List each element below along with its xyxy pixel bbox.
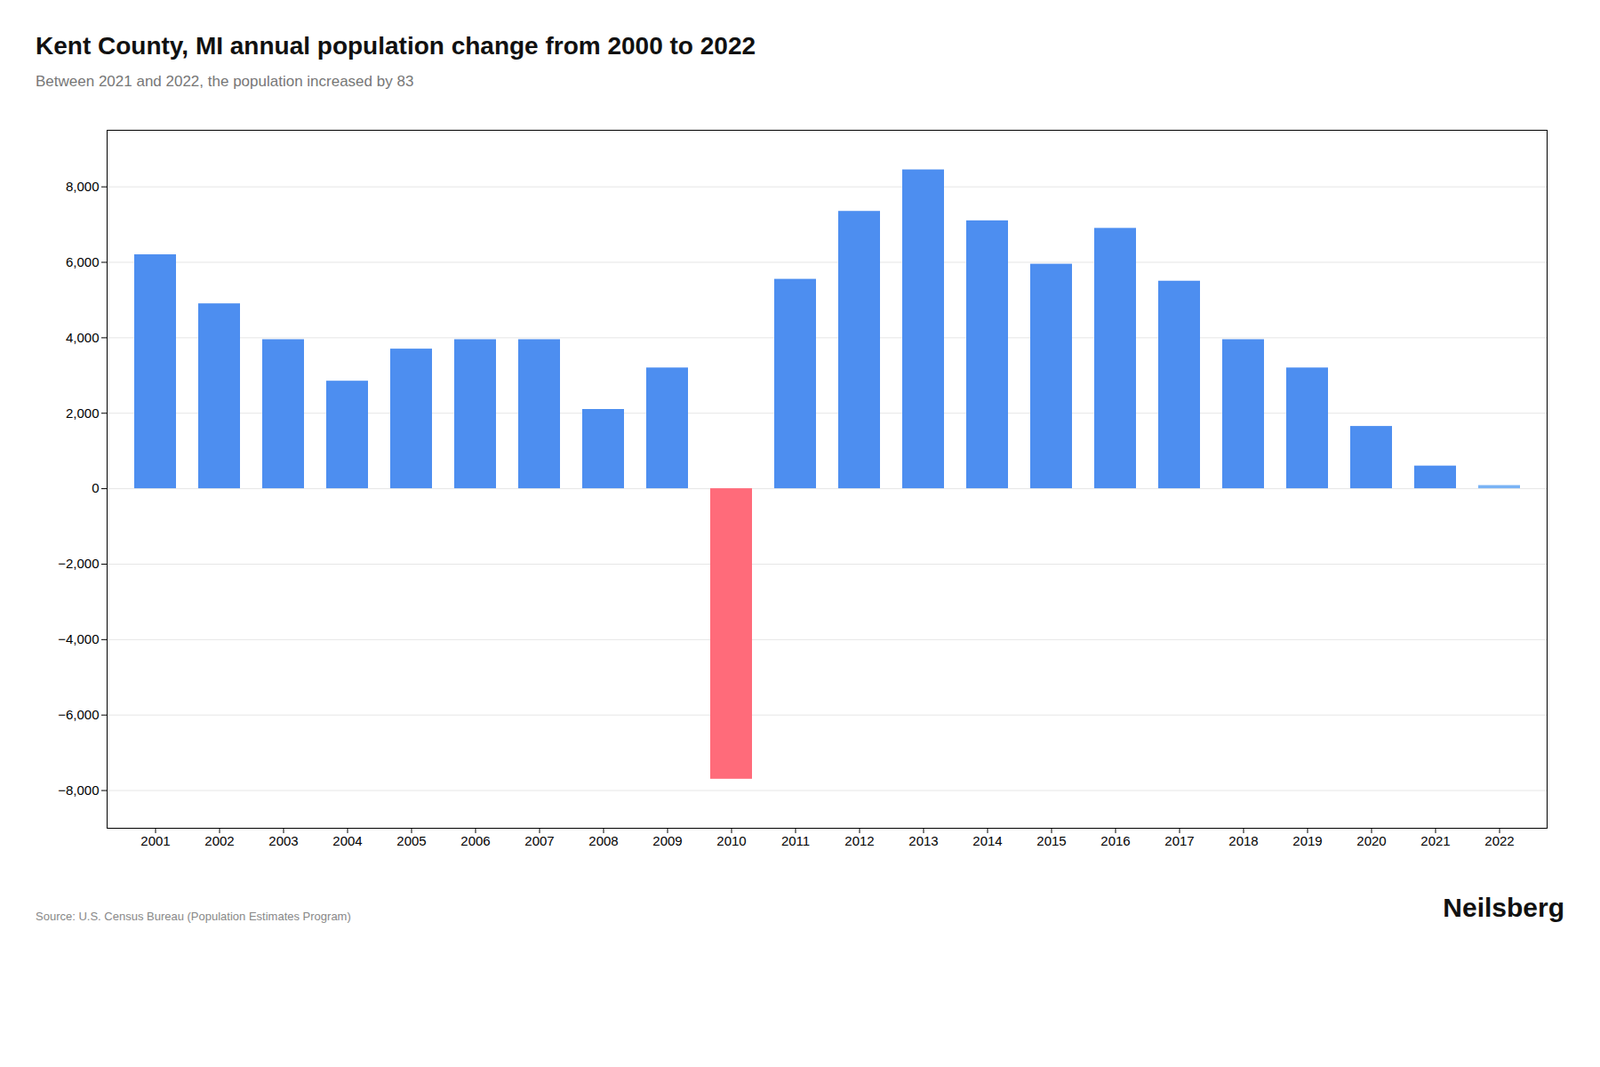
- svg-text:−8,000: −8,000: [57, 782, 99, 798]
- svg-text:2021: 2021: [1420, 832, 1450, 848]
- html-text:Kent County, MI annual populat: Kent County, MI annual population change…: [35, 32, 756, 60]
- svg-text:2018: 2018: [1228, 832, 1258, 848]
- html-text:Between 2021 and 2022, the pop: Between 2021 and 2022, the population in…: [35, 72, 414, 90]
- svg-text:2001: 2001: [140, 832, 170, 848]
- svg-text:2022: 2022: [1484, 832, 1514, 848]
- svg-text:2003: 2003: [268, 832, 298, 848]
- html-text:Neilsberg: Neilsberg: [1442, 892, 1565, 922]
- svg-text:2004: 2004: [332, 832, 362, 848]
- svg-text:2,000: 2,000: [65, 405, 100, 421]
- svg-text:2010: 2010: [716, 832, 746, 848]
- svg-text:2016: 2016: [1100, 832, 1130, 848]
- svg-text:−6,000: −6,000: [57, 706, 99, 722]
- svg-text:2007: 2007: [524, 832, 554, 848]
- svg-text:8,000: 8,000: [65, 178, 100, 194]
- svg-text:2015: 2015: [1036, 832, 1066, 848]
- svg-text:6,000: 6,000: [65, 254, 100, 270]
- svg-text:2014: 2014: [972, 832, 1002, 848]
- svg-text:2017: 2017: [1164, 832, 1194, 848]
- svg-text:2019: 2019: [1292, 832, 1322, 848]
- svg-text:2002: 2002: [204, 832, 234, 848]
- svg-text:2005: 2005: [396, 832, 426, 848]
- svg-text:2013: 2013: [908, 832, 938, 848]
- svg-text:2020: 2020: [1356, 832, 1386, 848]
- svg-text:2009: 2009: [652, 832, 682, 848]
- svg-text:2011: 2011: [781, 832, 810, 848]
- svg-text:2012: 2012: [844, 832, 874, 848]
- svg-text:2006: 2006: [460, 832, 490, 848]
- svg-text:4,000: 4,000: [65, 329, 100, 345]
- svg-text:−4,000: −4,000: [57, 631, 99, 647]
- svg-text:0: 0: [91, 480, 99, 496]
- svg-text:−2,000: −2,000: [57, 555, 99, 571]
- svg-text:2008: 2008: [588, 832, 618, 848]
- html-text:Source: U.S. Census Bureau (Po: Source: U.S. Census Bureau (Population E…: [35, 909, 351, 923]
